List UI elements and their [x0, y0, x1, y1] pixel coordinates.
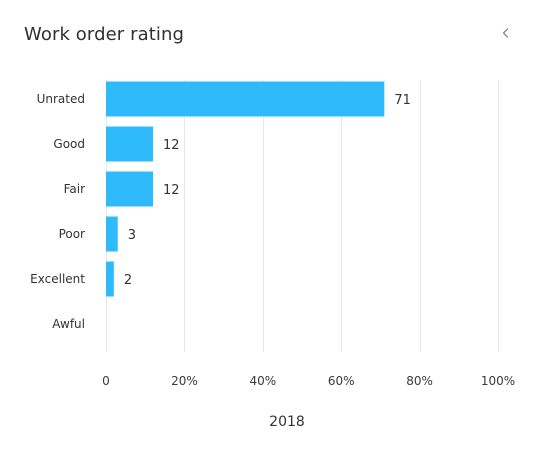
data-label: 71 — [394, 93, 411, 108]
data-label: 3 — [128, 228, 136, 243]
bar — [106, 216, 118, 252]
bar — [106, 81, 385, 117]
x-tick-label: 0 — [102, 374, 110, 388]
x-tick-label: 100% — [481, 374, 515, 388]
bar — [106, 261, 114, 297]
category-label: Unrated — [37, 92, 85, 106]
x-axis-label: 2018 — [269, 414, 305, 430]
data-label: 12 — [163, 183, 180, 198]
x-tick-label: 20% — [171, 374, 198, 388]
data-label: 2 — [124, 273, 132, 288]
data-label: 12 — [163, 138, 180, 153]
category-label: Fair — [64, 182, 85, 196]
category-label: Awful — [52, 317, 85, 331]
x-tick-label: 40% — [249, 374, 276, 388]
x-tick-label: 60% — [328, 374, 355, 388]
bar — [106, 171, 154, 207]
category-label: Excellent — [30, 272, 85, 286]
x-tick-label: 80% — [406, 374, 433, 388]
back-button[interactable] — [496, 24, 516, 44]
category-label: Good — [53, 137, 85, 151]
chevron-left-icon — [502, 28, 509, 38]
category-label: Poor — [59, 227, 85, 241]
bar — [106, 126, 154, 162]
chart-title: Work order rating — [24, 24, 185, 45]
